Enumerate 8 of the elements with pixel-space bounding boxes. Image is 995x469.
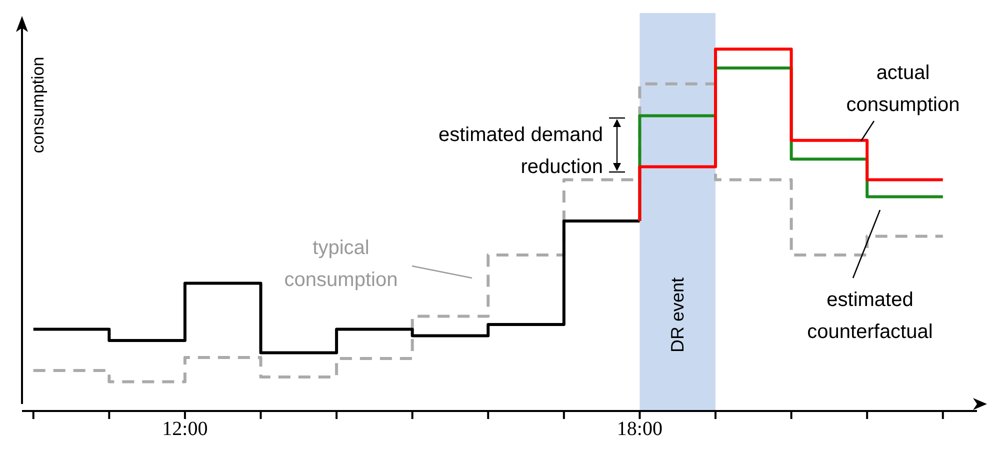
annotation: typical consumption [284, 237, 398, 291]
annotation: estimated demand reduction [438, 124, 603, 178]
x-tick-label: 18:00 [616, 418, 662, 440]
annotation: actual consumption [846, 62, 960, 116]
x-tick-label: 12:00 [162, 418, 208, 440]
annotation: estimated counterfactual [807, 289, 933, 343]
band-label: DR event [668, 277, 688, 353]
y-axis-title: consumption [28, 56, 48, 154]
